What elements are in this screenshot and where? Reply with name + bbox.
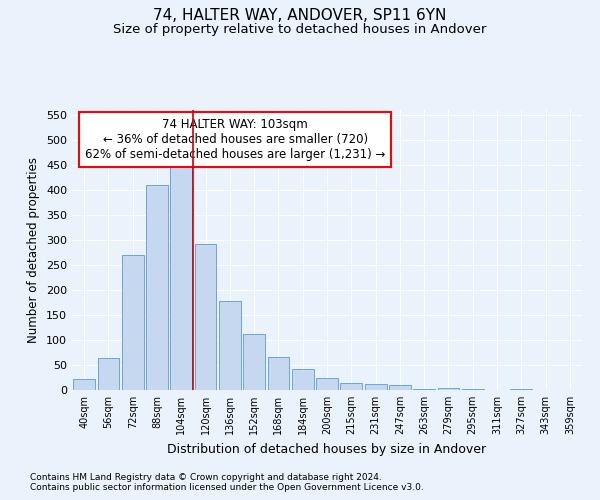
Text: 74 HALTER WAY: 103sqm
← 36% of detached houses are smaller (720)
62% of semi-det: 74 HALTER WAY: 103sqm ← 36% of detached … [85, 118, 385, 162]
Bar [170, 162, 192, 390]
Bar [413, 388, 435, 390]
Bar [97, 358, 119, 390]
Bar [73, 379, 95, 390]
Bar [122, 255, 143, 390]
Y-axis label: Number of detached properties: Number of detached properties [28, 157, 40, 343]
Text: Contains public sector information licensed under the Open Government Licence v3: Contains public sector information licen… [30, 482, 424, 492]
Bar [219, 300, 241, 390]
Bar [268, 356, 289, 390]
Bar [365, 384, 386, 390]
Bar [146, 185, 168, 390]
Bar [437, 388, 460, 390]
Bar [462, 389, 484, 390]
Bar [389, 385, 411, 390]
Text: Size of property relative to detached houses in Andover: Size of property relative to detached ho… [113, 22, 487, 36]
Bar [194, 244, 217, 390]
Text: 74, HALTER WAY, ANDOVER, SP11 6YN: 74, HALTER WAY, ANDOVER, SP11 6YN [154, 8, 446, 22]
Bar [316, 378, 338, 390]
Text: Contains HM Land Registry data © Crown copyright and database right 2024.: Contains HM Land Registry data © Crown c… [30, 472, 382, 482]
Bar [511, 388, 532, 390]
Bar [292, 368, 314, 390]
Text: Distribution of detached houses by size in Andover: Distribution of detached houses by size … [167, 442, 487, 456]
Bar [243, 334, 265, 390]
Bar [340, 382, 362, 390]
